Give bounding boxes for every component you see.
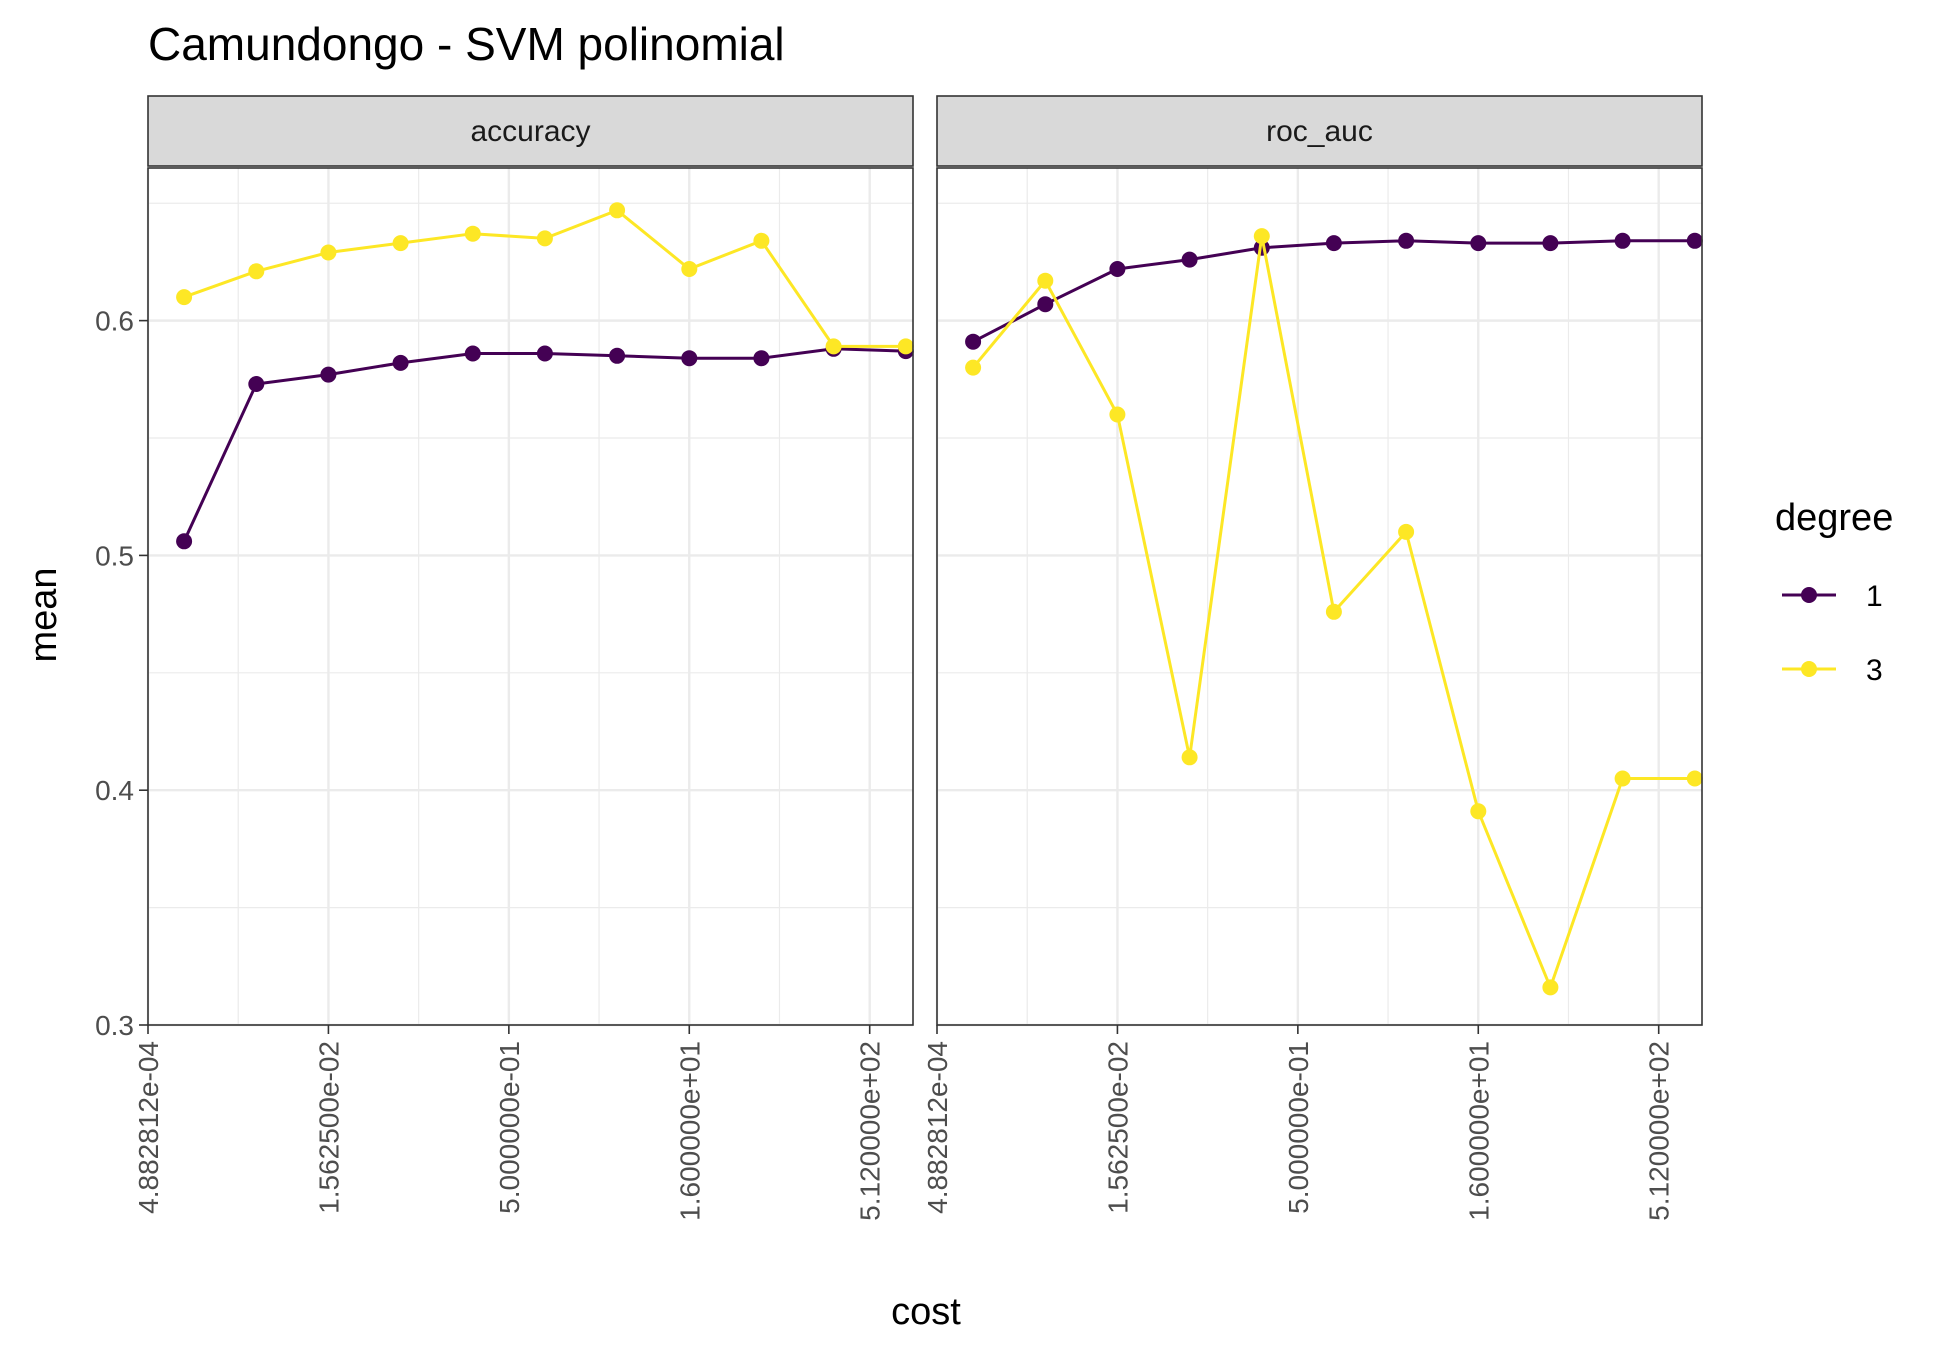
data-point-degree-1 [320, 366, 337, 383]
data-point-degree-3 [753, 232, 770, 249]
legend-key-point [1801, 587, 1817, 603]
x-tick-label: 1.562500e-02 [313, 1041, 344, 1214]
panel-roc_auc: roc_auc 4.882812e-04 1.562500e-02 5.000000e… [922, 95, 1703, 1221]
panel-background [937, 168, 1702, 1025]
y-tick-label: 0.5 [95, 540, 134, 571]
data-point-degree-1 [1542, 235, 1559, 252]
data-point-degree-3 [1109, 406, 1126, 423]
panel-accuracy: accuracy 4.882812e-04 1.562500e-02 5.000000… [95, 95, 914, 1221]
x-axis-title: cost [891, 1291, 961, 1333]
data-point-degree-1 [1686, 232, 1703, 249]
data-point-degree-3 [1253, 228, 1270, 245]
facet-strip [936, 95, 1703, 167]
facet-panels: accuracy 4.882812e-04 1.562500e-02 5.000000… [95, 95, 1703, 1221]
data-point-degree-3 [392, 235, 409, 252]
y-axis-title: mean [23, 567, 65, 662]
facet-strip [147, 95, 914, 167]
legend-item-degree-3: 3 [1782, 654, 1883, 687]
facet-strip-label: roc_auc [1266, 115, 1373, 148]
data-point-degree-1 [965, 333, 982, 350]
legend: degree 13 [1775, 497, 1893, 687]
x-tick-label: 5.120000e+02 [855, 1041, 886, 1221]
data-point-degree-3 [248, 263, 265, 280]
data-point-degree-3 [176, 289, 193, 306]
x-tick-label: 5.000000e-01 [494, 1041, 525, 1214]
x-tick-label: 4.882812e-04 [133, 1041, 164, 1214]
data-point-degree-3 [1614, 770, 1631, 787]
data-point-degree-3 [464, 225, 481, 242]
data-point-degree-1 [1109, 261, 1126, 277]
chart-title: Camundongo - SVM polinomial [148, 18, 785, 70]
legend-key-point [1801, 661, 1817, 677]
data-point-degree-1 [464, 345, 481, 362]
x-tick-label: 1.600000e+01 [1463, 1041, 1494, 1221]
data-point-degree-3 [320, 244, 337, 261]
data-point-degree-3 [825, 338, 842, 355]
data-point-degree-3 [965, 359, 982, 376]
panel-background [148, 168, 913, 1025]
data-point-degree-1 [248, 376, 265, 392]
legend-title: degree [1775, 497, 1893, 539]
facet-strip-label: accuracy [470, 115, 590, 148]
data-point-degree-1 [1037, 296, 1054, 313]
data-point-degree-3 [897, 338, 914, 355]
data-point-degree-3 [1037, 272, 1054, 289]
y-tick-label: 0.3 [95, 1010, 134, 1041]
data-point-degree-3 [536, 230, 553, 247]
data-point-degree-1 [1470, 235, 1487, 252]
x-tick-label: 5.120000e+02 [1644, 1041, 1675, 1221]
x-tick-label: 5.000000e-01 [1283, 1041, 1314, 1214]
x-tick-label: 4.882812e-04 [922, 1041, 953, 1214]
x-tick-label: 1.562500e-02 [1102, 1041, 1133, 1214]
data-point-degree-1 [609, 347, 626, 364]
legend-item-degree-1: 1 [1782, 580, 1883, 613]
legend-label: 3 [1866, 654, 1883, 687]
data-point-degree-3 [1542, 979, 1559, 996]
legend-label: 1 [1866, 580, 1883, 613]
data-point-degree-1 [392, 354, 409, 371]
data-point-degree-1 [1614, 232, 1631, 249]
y-tick-label: 0.4 [95, 775, 134, 806]
data-point-degree-1 [176, 533, 193, 550]
x-tick-label: 1.600000e+01 [674, 1041, 705, 1221]
data-point-degree-1 [1398, 232, 1415, 249]
data-point-degree-3 [1181, 749, 1198, 766]
data-point-degree-1 [681, 350, 698, 367]
data-point-degree-3 [1470, 803, 1487, 820]
data-point-degree-1 [1325, 235, 1342, 252]
data-point-degree-3 [609, 202, 626, 219]
legend-items: 13 [1782, 580, 1883, 687]
data-point-degree-3 [1325, 603, 1342, 620]
data-point-degree-3 [1686, 770, 1703, 787]
data-point-degree-1 [753, 350, 770, 367]
y-tick-label: 0.6 [95, 306, 134, 337]
panel-border [147, 167, 914, 1026]
data-point-degree-3 [681, 261, 698, 277]
data-point-degree-1 [536, 345, 553, 362]
panel-border [936, 167, 1703, 1026]
data-point-degree-1 [1181, 251, 1198, 268]
data-point-degree-3 [1398, 523, 1415, 540]
